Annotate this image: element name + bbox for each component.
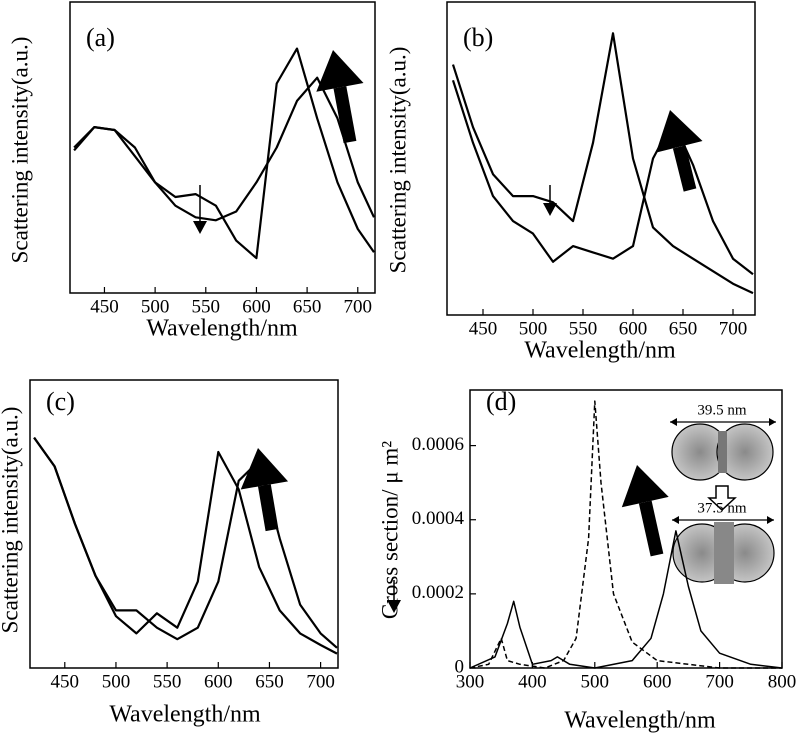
x-axis-label: Wavelength/nm (564, 708, 716, 733)
x-tick-label: 600 (619, 318, 648, 339)
x-tick-label: 650 (293, 296, 322, 317)
y-axis-label: Scattering intensity(a.u.) (7, 37, 32, 264)
spectrum-line (451, 79, 754, 276)
x-tick-label: 500 (581, 671, 610, 692)
spectrum-line (73, 76, 375, 222)
y-axis-label: Cross section/ μ m² (377, 441, 402, 619)
trend-arrow (672, 145, 697, 192)
trend-arrow-head (316, 50, 364, 92)
x-axis-label: Wavelength/nm (109, 702, 261, 728)
y-tick-label: 0.0006 (412, 434, 464, 455)
trend-arrow-head (621, 465, 669, 508)
x-tick-label: 400 (518, 671, 547, 692)
y-axis-label: Scattering intensity(a.u.) (385, 47, 410, 274)
x-axis-label: Wavelength/nm (146, 316, 298, 342)
x-tick-label: 600 (643, 671, 672, 692)
panel-label: (b) (463, 23, 493, 52)
x-tick-label: 500 (102, 671, 131, 692)
y-axis-label: Scattering intensity(a.u.) (0, 407, 22, 634)
x-tick-label: 550 (192, 296, 221, 317)
panel-label: (a) (86, 23, 115, 52)
x-tick-label: 700 (306, 671, 335, 692)
x-tick-label: 500 (141, 296, 170, 317)
plot-frame (29, 379, 339, 669)
trend-arrow (333, 86, 357, 144)
x-tick-label: 450 (51, 671, 80, 692)
y-tick-label: 0.0004 (412, 508, 465, 529)
trend-arrow-head (240, 448, 289, 490)
spectrum-line (73, 47, 375, 260)
y-tick-label: 0.0002 (412, 582, 464, 603)
x-tick-label: 450 (90, 296, 119, 317)
x-tick-label: 800 (768, 671, 797, 692)
spectrum-line (33, 436, 338, 655)
panel-label: (c) (46, 387, 75, 416)
x-tick-label: 450 (469, 318, 498, 339)
x-tick-label: 700 (705, 671, 734, 692)
inset-dimers (670, 418, 776, 584)
x-tick-label: 300 (456, 671, 485, 692)
size-annotation: 39.5 nm (697, 402, 747, 418)
x-tick-label: 700 (344, 296, 373, 317)
y-tick-label: 0 (455, 656, 465, 677)
size-annotation: 37.5 nm (697, 500, 747, 516)
x-tick-label: 600 (204, 671, 233, 692)
x-tick-label: 700 (719, 318, 748, 339)
marker-arrow-head (543, 203, 557, 216)
panel-label: (d) (486, 387, 516, 416)
marker-arrow-head (387, 600, 401, 613)
x-tick-label: 650 (669, 318, 698, 339)
x-tick-label: 650 (255, 671, 284, 692)
x-tick-label: 550 (153, 671, 182, 692)
spectrum-line (469, 400, 782, 669)
x-tick-label: 550 (569, 318, 598, 339)
spectrum-line (469, 530, 783, 669)
marker-arrow-head (193, 221, 207, 234)
x-axis-label: Wavelength/nm (524, 338, 676, 364)
trend-arrow (638, 500, 664, 557)
trend-arrow-head (655, 110, 703, 153)
x-tick-label: 500 (519, 318, 548, 339)
spectrum-line (33, 436, 338, 649)
plot-frame (446, 1, 756, 316)
spectrum-line (451, 32, 754, 295)
x-tick-label: 600 (242, 296, 271, 317)
plot-frame (469, 389, 783, 669)
trend-arrow (257, 484, 279, 532)
plot-frame (69, 1, 376, 294)
